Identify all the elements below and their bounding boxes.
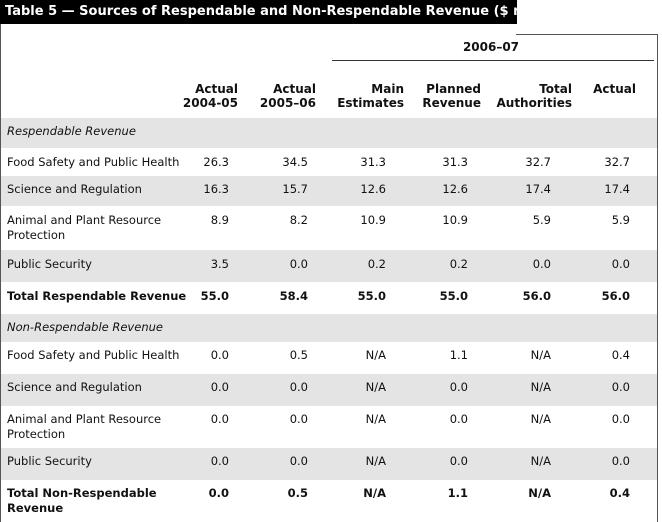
table-row: Food Safety and Public Health 0.0 0.5 N/…: [1, 342, 657, 374]
column-header-actual-2005: Actual 2005–06: [259, 82, 316, 110]
column-header-planned-revenue: Planned Revenue: [422, 82, 481, 110]
cell-main-estimates: 12.6: [360, 182, 386, 196]
table-title: Table 5 — Sources of Respendable and Non…: [0, 0, 576, 24]
cell-main-estimates: 10.9: [360, 213, 386, 227]
table-row: Science and Regulation 16.3 15.7 12.6 12…: [1, 176, 657, 206]
cell-actual-2004: 26.3: [203, 155, 229, 169]
cell-total-authorities: N/A: [530, 380, 551, 394]
right-border: [657, 34, 658, 522]
section-label-non-respendable: Non-Respendable Revenue: [7, 320, 163, 334]
cell-total-authorities: N/A: [528, 486, 551, 500]
table-row: Public Security 0.0 0.0 N/A 0.0 N/A 0.0: [1, 448, 657, 480]
cell-main-estimates: N/A: [365, 412, 386, 426]
cell-planned-revenue: 31.3: [442, 155, 468, 169]
cell-actual-2005: 15.7: [282, 182, 308, 196]
column-header-actual: Actual: [593, 82, 636, 96]
cell-actual: 0.0: [611, 412, 630, 426]
table-row: Animal and Plant Resource Protection 8.9…: [1, 206, 657, 250]
row-label: Public Security: [7, 257, 92, 271]
table-row-total: Total Non-Respendable Revenue 0.0 0.5 N/…: [1, 480, 657, 522]
table-row: Food Safety and Public Health 26.3 34.5 …: [1, 148, 657, 176]
cell-planned-revenue: 10.9: [442, 213, 468, 227]
column-header-actual-2004: Actual 2004-05: [182, 82, 238, 110]
row-label: Animal and Plant Resource Protection: [7, 412, 162, 441]
cell-actual-2004: 0.0: [210, 380, 229, 394]
cell-main-estimates: N/A: [365, 454, 386, 468]
cell-total-authorities: 17.4: [525, 182, 551, 196]
row-label: Food Safety and Public Health: [7, 155, 180, 169]
cell-actual-2004: 8.9: [210, 213, 229, 227]
table-row: Public Security 3.5 0.0 0.2 0.2 0.0 0.0: [1, 250, 657, 282]
cell-actual: 17.4: [604, 182, 630, 196]
cell-actual-2005: 0.0: [289, 380, 308, 394]
row-label: Total Respendable Revenue: [7, 289, 187, 303]
cell-total-authorities: 32.7: [525, 155, 551, 169]
group-header-rule: [332, 60, 654, 61]
table-row: Science and Regulation 0.0 0.0 N/A 0.0 N…: [1, 374, 657, 406]
section-row: Non-Respendable Revenue: [1, 314, 657, 342]
cell-actual-2004: 0.0: [210, 454, 229, 468]
cell-main-estimates: N/A: [363, 486, 386, 500]
row-label: Total Non-Respendable Revenue: [7, 486, 157, 515]
cell-actual: 0.0: [611, 257, 630, 271]
section-label-respendable: Respendable Revenue: [7, 124, 136, 138]
row-label: Food Safety and Public Health: [7, 348, 180, 362]
cell-actual-2005: 0.0: [289, 257, 308, 271]
cell-planned-revenue: 0.0: [449, 412, 468, 426]
row-label: Science and Regulation: [7, 182, 142, 196]
cell-actual: 0.0: [611, 380, 630, 394]
group-header: 2006–07: [462, 40, 520, 54]
cell-actual-2005: 0.0: [289, 412, 308, 426]
cell-actual-2004: 0.0: [210, 412, 229, 426]
cell-actual: 32.7: [604, 155, 630, 169]
table-row: Animal and Plant Resource Protection 0.0…: [1, 406, 657, 448]
cell-actual-2004: 0.0: [210, 348, 229, 362]
cell-planned-revenue: 55.0: [439, 289, 468, 303]
cell-actual: 56.0: [601, 289, 630, 303]
row-label: Animal and Plant Resource Protection: [7, 213, 162, 242]
cell-main-estimates: 31.3: [360, 155, 386, 169]
cell-actual: 0.0: [611, 454, 630, 468]
table-row-total: Total Respendable Revenue 55.0 58.4 55.0…: [1, 282, 657, 314]
cell-main-estimates: 0.2: [367, 257, 386, 271]
cell-main-estimates: N/A: [365, 380, 386, 394]
cell-planned-revenue: 0.2: [449, 257, 468, 271]
cell-actual-2004: 3.5: [210, 257, 229, 271]
cell-total-authorities: 5.9: [532, 213, 551, 227]
row-label: Public Security: [7, 454, 92, 468]
cell-actual-2005: 0.5: [287, 486, 308, 500]
cell-planned-revenue: 1.1: [449, 348, 468, 362]
cell-actual: 5.9: [611, 213, 630, 227]
cell-total-authorities: N/A: [530, 412, 551, 426]
cell-actual-2005: 34.5: [282, 155, 308, 169]
cell-actual: 0.4: [611, 348, 630, 362]
cell-total-authorities: N/A: [530, 454, 551, 468]
cell-actual: 0.4: [609, 486, 630, 500]
cell-planned-revenue: 1.1: [447, 486, 468, 500]
cell-actual-2004: 16.3: [203, 182, 229, 196]
cell-planned-revenue: 0.0: [449, 454, 468, 468]
cell-actual-2005: 0.0: [289, 454, 308, 468]
cell-actual-2004: 0.0: [208, 486, 229, 500]
cell-planned-revenue: 12.6: [442, 182, 468, 196]
cell-actual-2005: 0.5: [289, 348, 308, 362]
cell-main-estimates: 55.0: [357, 289, 386, 303]
row-label: Science and Regulation: [7, 380, 142, 394]
cell-actual-2005: 8.2: [289, 213, 308, 227]
section-row: Respendable Revenue: [1, 118, 657, 148]
cell-planned-revenue: 0.0: [449, 380, 468, 394]
cell-total-authorities: 0.0: [532, 257, 551, 271]
left-border: [0, 24, 1, 522]
top-border: [516, 34, 658, 35]
column-header-main-estimates: Main Estimates: [337, 82, 404, 110]
cell-actual-2005: 58.4: [279, 289, 308, 303]
column-header-total-authorities: Total Authorities: [496, 82, 572, 110]
cell-total-authorities: N/A: [530, 348, 551, 362]
cell-main-estimates: N/A: [365, 348, 386, 362]
cell-actual-2004: 55.0: [200, 289, 229, 303]
cell-total-authorities: 56.0: [522, 289, 551, 303]
